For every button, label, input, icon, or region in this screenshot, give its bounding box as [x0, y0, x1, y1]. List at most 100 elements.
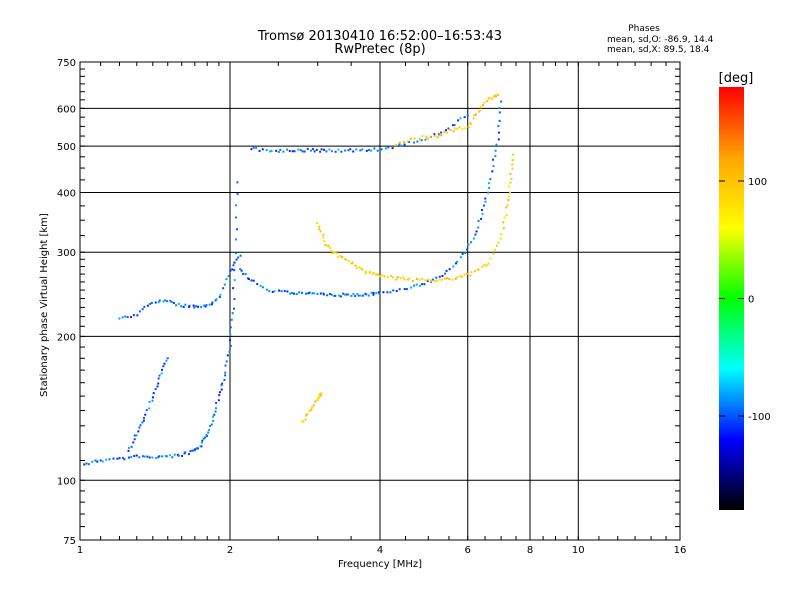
- data-point-o: [445, 269, 448, 272]
- data-point-o: [127, 447, 130, 450]
- x-tick-label: 10: [572, 545, 585, 556]
- data-point-x: [327, 244, 330, 247]
- data-point-o: [127, 456, 130, 459]
- data-point-o: [233, 279, 236, 282]
- data-point-o: [261, 286, 264, 289]
- data-point-o: [282, 150, 285, 153]
- data-point-o: [308, 291, 311, 294]
- data-point-o: [350, 294, 353, 297]
- data-point-o: [298, 291, 301, 294]
- data-point-o: [457, 119, 460, 122]
- data-point-o: [278, 289, 281, 292]
- data-point-x: [329, 246, 332, 249]
- data-point-o: [85, 462, 88, 465]
- phases-title: Phases: [628, 24, 660, 34]
- data-point-o: [146, 304, 149, 307]
- data-point-o: [355, 148, 358, 151]
- data-point-x: [458, 126, 461, 129]
- data-point-o: [218, 296, 221, 299]
- data-point-o: [229, 333, 232, 336]
- data-point-o: [201, 439, 204, 442]
- data-point-x: [452, 130, 455, 133]
- data-point-o: [162, 365, 165, 368]
- data-point-o: [108, 458, 111, 461]
- data-point-x: [502, 221, 505, 224]
- data-point-x: [316, 221, 319, 224]
- data-point-x: [441, 278, 444, 281]
- data-point-o: [233, 269, 236, 272]
- data-point-x: [488, 96, 491, 99]
- data-point-o: [222, 287, 225, 290]
- data-point-x: [364, 270, 367, 273]
- y-tick-label: 200: [57, 332, 76, 343]
- data-point-o: [391, 147, 394, 150]
- data-point-x: [368, 271, 371, 274]
- data-point-o: [410, 286, 413, 289]
- data-point-o: [329, 292, 332, 295]
- data-point-x: [396, 276, 399, 279]
- data-point-o: [376, 149, 379, 152]
- data-point-o: [208, 303, 211, 306]
- data-point-o: [118, 317, 121, 320]
- data-point-o: [143, 305, 146, 308]
- colorbar-label: [deg]: [719, 71, 754, 86]
- data-point-o: [359, 294, 362, 297]
- data-point-o: [330, 293, 333, 296]
- data-point-o: [280, 290, 283, 293]
- data-point-x: [302, 420, 305, 423]
- data-point-o: [484, 200, 487, 203]
- data-point-x: [472, 117, 475, 120]
- data-point-o: [447, 127, 450, 130]
- data-point-x: [395, 278, 398, 281]
- data-point-o: [255, 146, 258, 149]
- data-point-o: [239, 268, 242, 271]
- colorbar-tick-label: 100: [748, 177, 767, 188]
- data-point-x: [426, 137, 429, 140]
- data-point-o: [240, 269, 243, 272]
- data-point-o: [224, 374, 227, 377]
- data-point-o: [94, 459, 97, 462]
- data-point-o: [400, 144, 403, 147]
- data-point-o: [237, 256, 240, 259]
- data-point-o: [182, 305, 185, 308]
- data-point-o: [426, 280, 429, 283]
- data-point-o: [347, 293, 350, 296]
- data-point-o: [375, 292, 378, 295]
- data-point-o: [405, 288, 408, 291]
- data-point-o: [415, 283, 418, 286]
- data-point-o: [378, 148, 381, 151]
- y-tick-label: 400: [57, 188, 76, 199]
- data-point-o: [343, 293, 346, 296]
- data-point-o: [293, 150, 296, 153]
- data-point-o: [83, 463, 86, 466]
- data-point-x: [381, 274, 384, 277]
- data-point-o: [268, 290, 271, 293]
- data-point-o: [169, 299, 172, 302]
- data-point-o: [161, 368, 164, 371]
- data-point-x: [406, 278, 409, 281]
- data-point-o: [226, 354, 229, 357]
- data-point-x: [335, 252, 338, 255]
- data-point-x: [314, 400, 317, 403]
- data-point-o: [319, 292, 322, 295]
- data-point-x: [487, 262, 490, 265]
- data-point-o: [498, 119, 501, 122]
- data-point-o: [202, 437, 205, 440]
- data-point-o: [126, 315, 129, 318]
- data-point-o: [96, 460, 99, 463]
- data-point-o: [430, 281, 433, 284]
- data-point-x: [311, 406, 314, 409]
- data-point-o: [148, 400, 151, 403]
- data-point-x: [482, 104, 485, 107]
- data-point-x: [375, 273, 378, 276]
- data-point-o: [135, 434, 138, 437]
- data-point-o: [158, 299, 161, 302]
- data-point-x: [350, 262, 353, 265]
- data-point-x: [511, 163, 514, 166]
- data-point-x: [435, 279, 438, 282]
- data-point-o: [118, 457, 121, 460]
- data-point-o: [163, 362, 166, 365]
- data-point-o: [164, 299, 167, 302]
- data-point-o: [199, 445, 202, 448]
